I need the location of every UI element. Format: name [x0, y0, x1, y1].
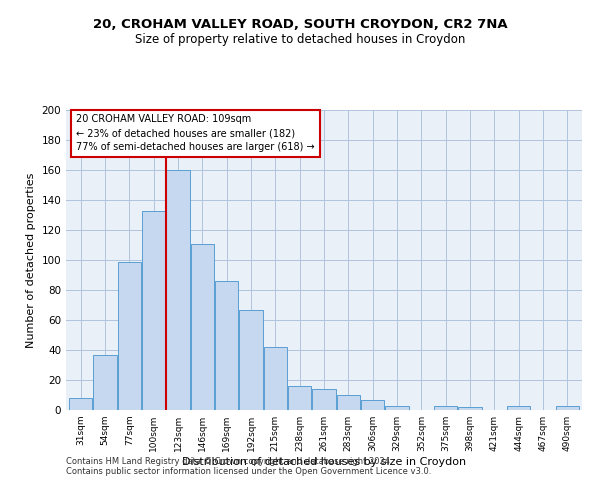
- Bar: [264, 347, 287, 410]
- Bar: [385, 406, 409, 410]
- Bar: [142, 210, 165, 410]
- Bar: [458, 407, 482, 410]
- Bar: [313, 389, 335, 410]
- Y-axis label: Number of detached properties: Number of detached properties: [26, 172, 36, 348]
- Bar: [94, 354, 116, 410]
- Bar: [337, 395, 360, 410]
- Bar: [118, 262, 141, 410]
- Bar: [69, 398, 92, 410]
- Text: Contains public sector information licensed under the Open Government Licence v3: Contains public sector information licen…: [66, 468, 431, 476]
- X-axis label: Distribution of detached houses by size in Croydon: Distribution of detached houses by size …: [182, 457, 466, 467]
- Bar: [434, 406, 457, 410]
- Text: 20, CROHAM VALLEY ROAD, SOUTH CROYDON, CR2 7NA: 20, CROHAM VALLEY ROAD, SOUTH CROYDON, C…: [92, 18, 508, 30]
- Bar: [191, 244, 214, 410]
- Text: 20 CROHAM VALLEY ROAD: 109sqm
← 23% of detached houses are smaller (182)
77% of : 20 CROHAM VALLEY ROAD: 109sqm ← 23% of d…: [76, 114, 315, 152]
- Bar: [361, 400, 384, 410]
- Bar: [288, 386, 311, 410]
- Text: Contains HM Land Registry data © Crown copyright and database right 2024.: Contains HM Land Registry data © Crown c…: [66, 458, 392, 466]
- Bar: [166, 170, 190, 410]
- Bar: [556, 406, 579, 410]
- Bar: [507, 406, 530, 410]
- Text: Size of property relative to detached houses in Croydon: Size of property relative to detached ho…: [135, 32, 465, 46]
- Bar: [239, 310, 263, 410]
- Bar: [215, 281, 238, 410]
